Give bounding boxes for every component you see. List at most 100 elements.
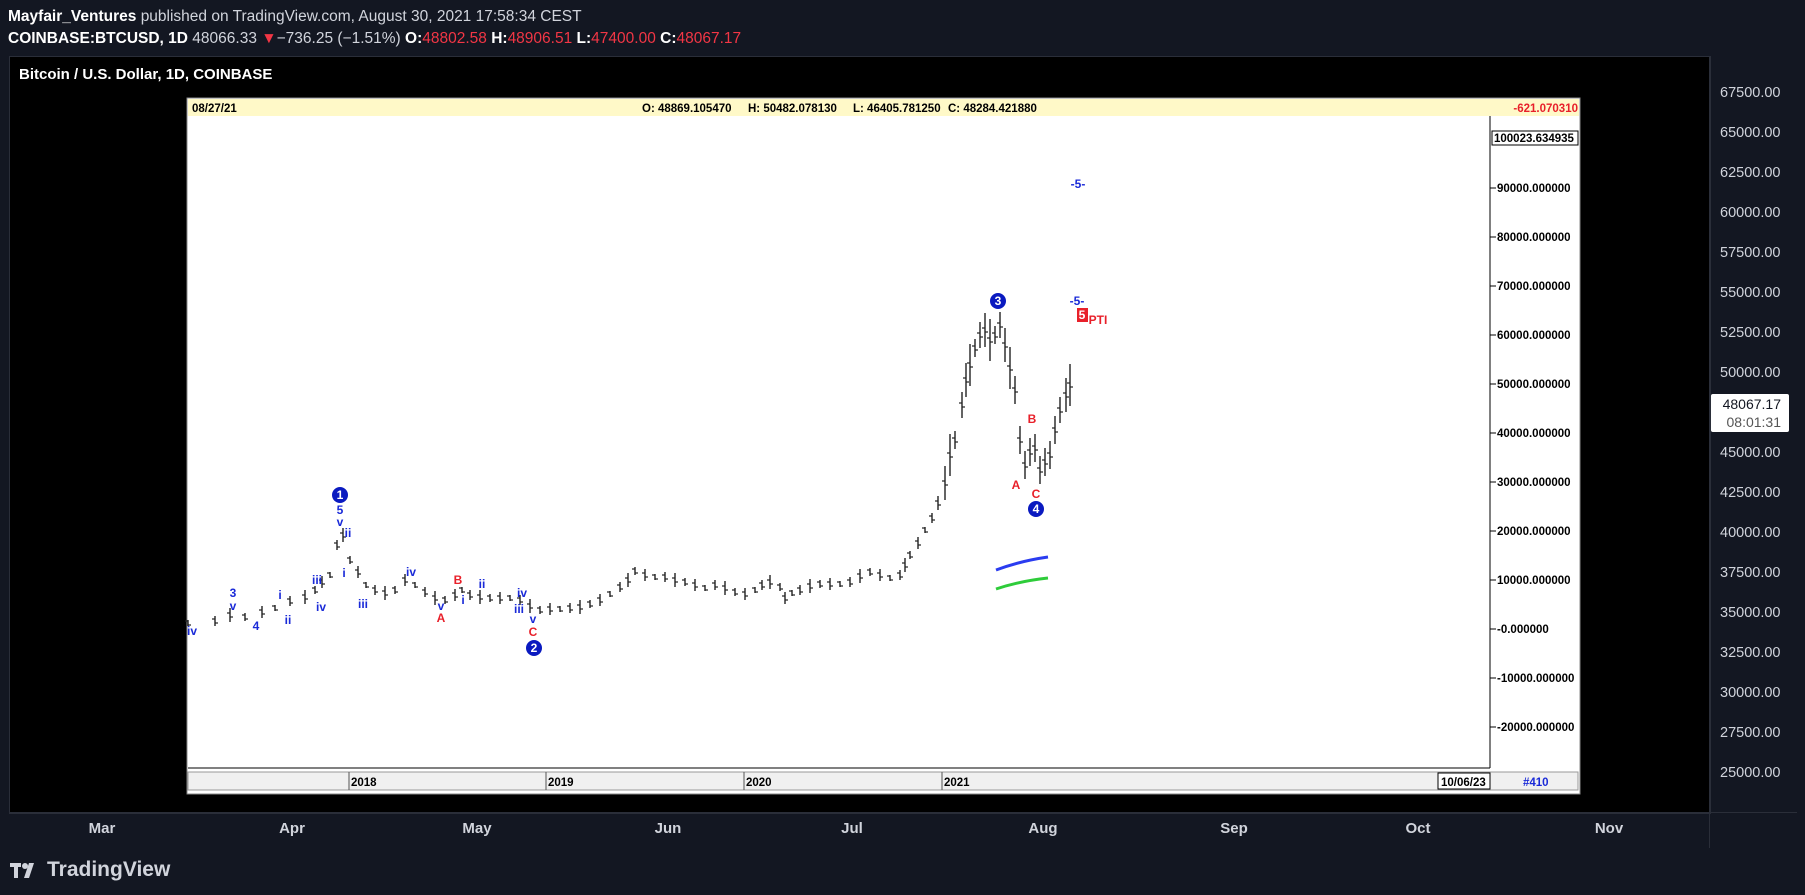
time-tick: Jul	[841, 820, 863, 837]
price-tick: 42500.00	[1720, 485, 1781, 501]
time-axis-divider	[9, 812, 1797, 813]
embedded-year-label: 2021	[944, 777, 970, 789]
wave-label: v	[438, 599, 445, 613]
price-tick: 55000.00	[1720, 285, 1781, 301]
wave-label: ii	[285, 613, 292, 627]
embedded-year-labels: 2018 2019 2020 2021	[348, 772, 970, 790]
time-tick: May	[462, 820, 492, 837]
publisher-name[interactable]: Mayfair_Ventures	[8, 8, 137, 25]
price-bars	[185, 312, 1073, 626]
time-tick: Sep	[1220, 820, 1248, 837]
price-tick: 45000.00	[1720, 445, 1781, 461]
price-tick: 52500.00	[1720, 325, 1781, 341]
open-label: O:	[405, 30, 423, 47]
wave-label: 4	[253, 619, 260, 633]
price-change: −736.25 (−1.51%)	[276, 30, 401, 47]
price-tick: 62500.00	[1720, 165, 1781, 181]
wave-label: iv	[406, 565, 416, 579]
embedded-open: O: 48869.105470	[642, 103, 732, 115]
price-axis-divider	[1709, 56, 1710, 848]
time-tick: Apr	[279, 820, 305, 837]
embedded-scale-label: 80000.000000	[1497, 232, 1571, 244]
embedded-price-scale: 90000.000000 80000.000000 70000.000000 6000…	[1490, 183, 1574, 734]
wave-label: A	[437, 611, 446, 625]
high-value: 48906.51	[507, 30, 573, 47]
wave-circle-marker	[1028, 501, 1044, 517]
wave-label: v	[230, 599, 237, 613]
time-tick: Aug	[1028, 820, 1058, 837]
embedded-scale-label: 90000.000000	[1497, 183, 1571, 195]
wave-circle-label: 1	[337, 488, 344, 502]
wave-circle-label: 4	[1033, 502, 1040, 516]
tradingview-brand: TradingView	[47, 858, 171, 881]
embedded-scale-label: 70000.000000	[1497, 281, 1571, 293]
embedded-top-value: 100023.634935	[1494, 133, 1575, 145]
wave-label: C	[529, 625, 538, 639]
wave-label: iv	[517, 586, 527, 600]
bar-countdown: 08:01:31	[1726, 414, 1782, 430]
wave-label: ii	[345, 526, 352, 540]
close-label: C:	[660, 30, 677, 47]
wave-circle-marker	[990, 293, 1006, 309]
wave-label: PTI	[1089, 313, 1108, 327]
wave-label: v	[530, 612, 537, 626]
time-tick: Oct	[1405, 820, 1431, 837]
price-tick: 40000.00	[1720, 525, 1781, 541]
symbol-label: COINBASE:BTCUSD, 1D	[8, 30, 188, 47]
low-value: 47400.00	[591, 30, 656, 47]
wave-circle-marker	[526, 640, 542, 656]
price-tick: 57500.00	[1720, 245, 1781, 261]
embedded-scale-label: 60000.000000	[1497, 330, 1571, 342]
embedded-scale-label: 30000.000000	[1497, 477, 1571, 489]
published-text: published on TradingView.com, August 30,…	[140, 8, 582, 25]
wave-circle-marker	[332, 487, 348, 503]
price-tick: 35000.00	[1720, 605, 1781, 621]
time-tick: Nov	[1594, 820, 1624, 837]
wave-label: B	[454, 573, 463, 587]
current-price-label: 48067.17 08:01:31	[1711, 394, 1789, 432]
embedded-year-label: 2018	[351, 777, 377, 789]
wave-label: i	[342, 566, 345, 580]
high-label: H:	[491, 30, 508, 47]
embedded-end-date-box	[1437, 772, 1491, 790]
wave-label: 5	[337, 503, 344, 517]
blue-channel-line	[995, 555, 1049, 572]
last-price: 48066.33	[192, 30, 257, 47]
wave-label: i	[461, 593, 464, 607]
wave-label: C	[1032, 487, 1041, 501]
price-tick: 50000.00	[1720, 365, 1781, 381]
wave-label: -5-	[1070, 294, 1085, 308]
embedded-chart-background	[186, 97, 1581, 795]
open-value: 48802.58	[422, 30, 487, 47]
price-tick: 27500.00	[1720, 725, 1781, 741]
tradingview-logo[interactable]: TradingView	[8, 858, 170, 882]
embedded-ohlc-bar	[188, 99, 1579, 116]
down-arrow-icon: ▼	[261, 30, 277, 47]
embedded-low: L: 46405.781250	[853, 103, 941, 115]
embedded-high: H: 50482.078130	[748, 103, 837, 115]
embedded-scale-label: -10000.000000	[1497, 673, 1574, 685]
embedded-scale-label: 20000.000000	[1497, 526, 1571, 538]
embedded-bar-count: #410	[1523, 777, 1549, 789]
publish-header: Mayfair_Ventures published on TradingVie…	[8, 6, 741, 50]
price-tick: 65000.00	[1720, 125, 1781, 141]
wave-label: iii	[312, 573, 322, 587]
time-tick: Mar	[88, 820, 116, 837]
wave-red-box-label: 5	[1079, 308, 1086, 322]
wave-circle-label: 2	[531, 641, 538, 655]
wave-label: 3	[230, 586, 237, 600]
embedded-close: C: 48284.421880	[948, 103, 1037, 115]
embedded-time-strip	[187, 771, 1579, 791]
current-price-value: 48067.17	[1722, 396, 1781, 412]
embedded-end-date: 10/06/23	[1441, 777, 1486, 789]
wave-label: iii	[358, 597, 368, 611]
embedded-top-value-box	[1491, 130, 1579, 146]
time-tick: Jun	[654, 820, 682, 837]
tradingview-logo-icon	[10, 863, 34, 878]
price-tick: 25000.00	[1720, 765, 1781, 781]
embedded-scale-label: -20000.000000	[1497, 722, 1574, 734]
wave-label: iii	[514, 602, 524, 616]
embedded-year-label: 2020	[746, 777, 772, 789]
